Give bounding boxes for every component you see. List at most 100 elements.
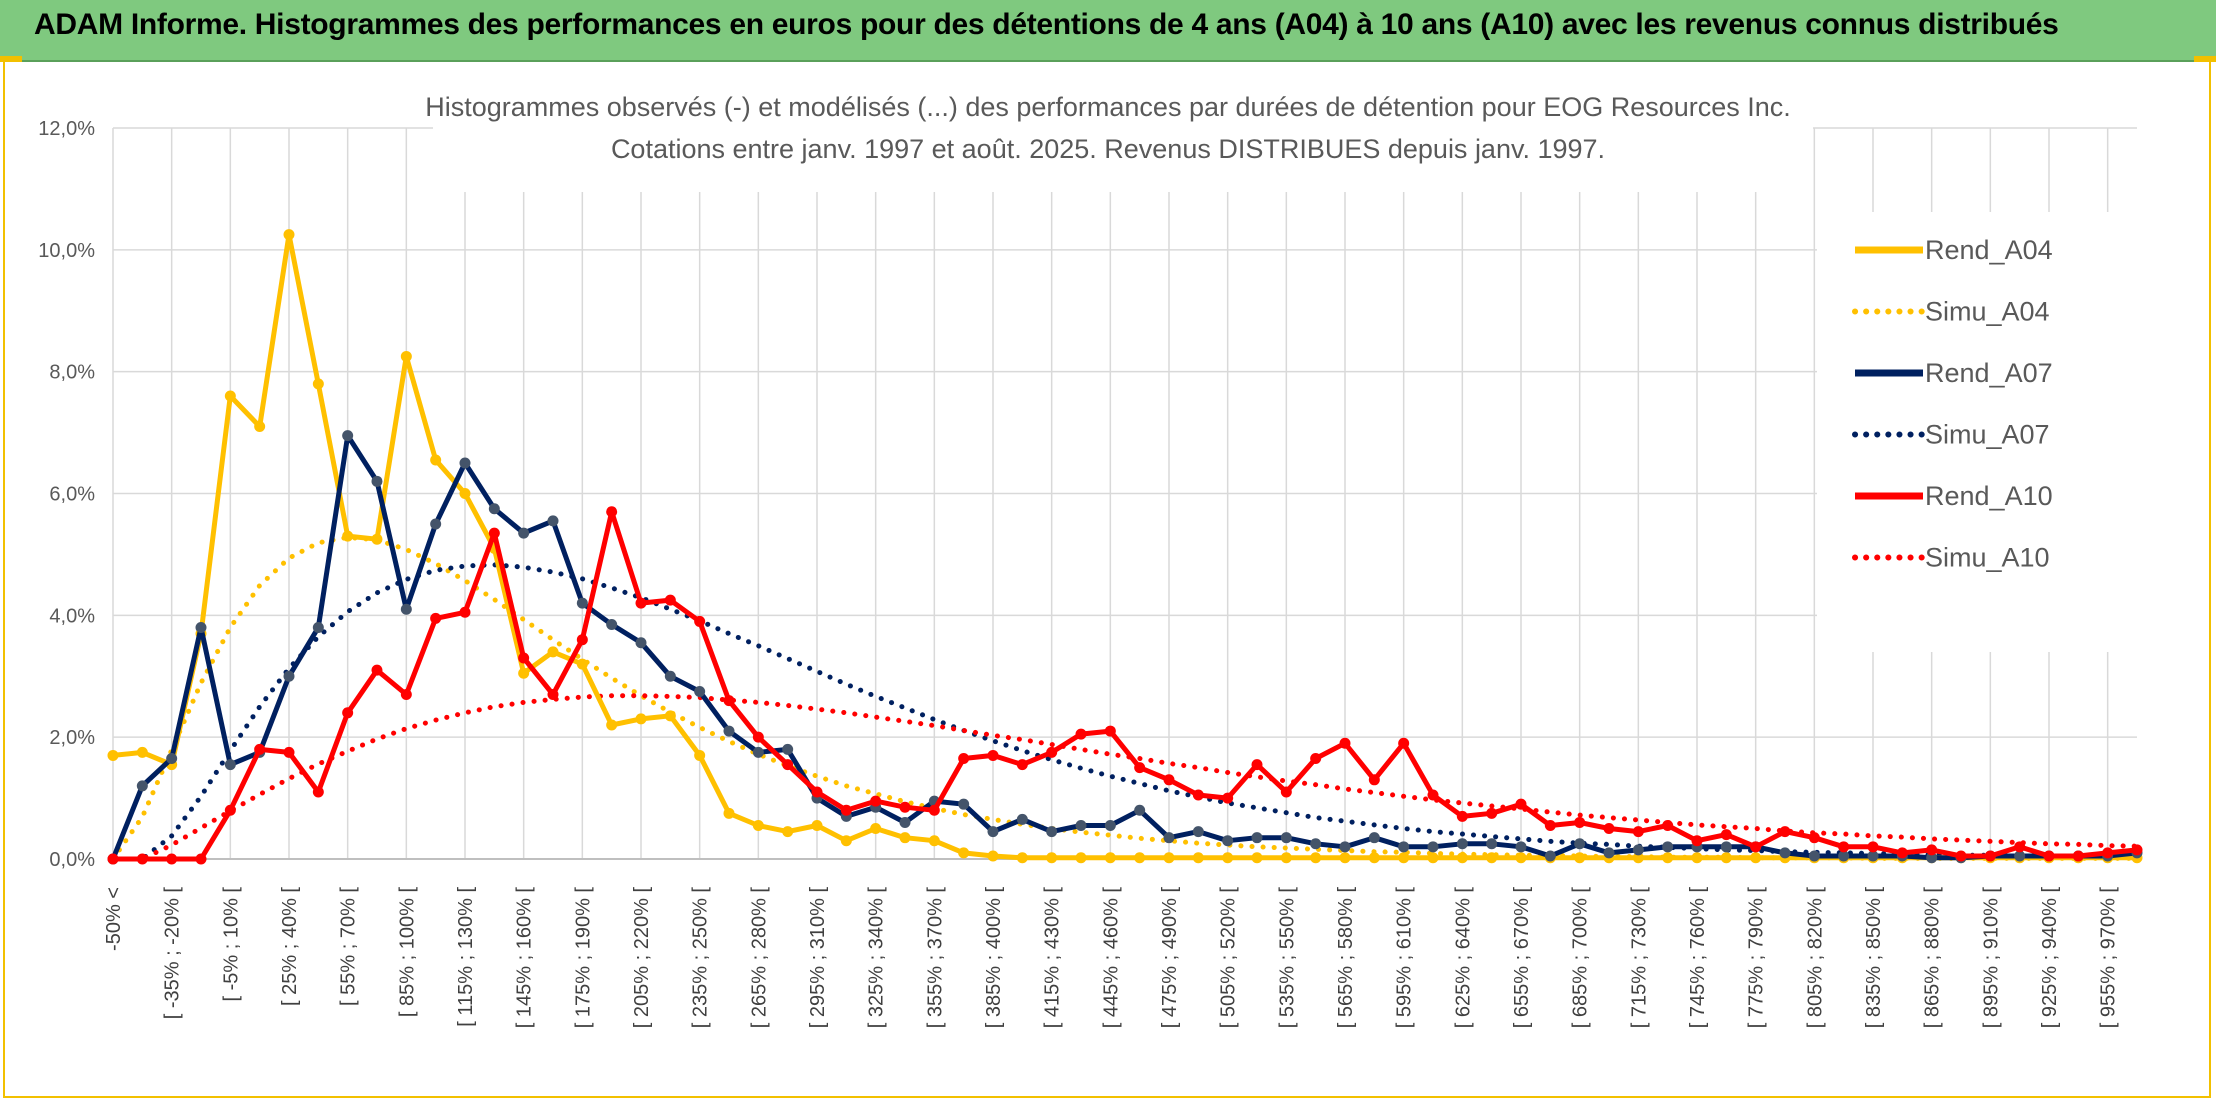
data-point (1222, 792, 1234, 804)
data-point (1310, 838, 1322, 850)
data-point (899, 801, 911, 813)
chart-title: Histogrammes observés (-) et modélisés (… (425, 92, 1791, 122)
data-point (1163, 852, 1175, 864)
data-point (107, 749, 119, 761)
data-point (195, 853, 207, 865)
data-point (1691, 835, 1703, 847)
data-point (1544, 850, 1556, 862)
data-point (1280, 852, 1292, 864)
y-tick-label: 6,0% (49, 484, 95, 506)
x-tick-label: [ 535% ; 550% [ (1276, 887, 1298, 1029)
legend-label-rend-a10: Rend_A10 (1925, 481, 2053, 511)
data-point (1016, 759, 1028, 771)
data-point (782, 826, 794, 838)
data-point (1310, 752, 1322, 764)
series-line-rend-a10 (113, 509, 2138, 862)
data-point (1163, 774, 1175, 786)
data-point (606, 719, 618, 731)
data-point (1339, 841, 1351, 853)
data-point (342, 430, 354, 442)
data-point (371, 664, 383, 676)
data-point (1192, 789, 1204, 801)
data-point (371, 533, 383, 545)
data-point (1720, 841, 1732, 853)
data-point (1134, 762, 1146, 774)
series-line-rend-a07 (110, 433, 2138, 861)
data-point (1632, 844, 1644, 856)
data-point (430, 612, 442, 624)
x-tick-label: [ 595% ; 610% [ (1394, 887, 1416, 1029)
data-point (1603, 823, 1615, 835)
data-point (1104, 819, 1116, 831)
x-tick-label: [ 25% ; 40% [ (279, 887, 301, 1006)
data-point (1398, 841, 1410, 853)
data-point (694, 615, 706, 627)
data-point (1838, 850, 1850, 862)
data-point (1691, 852, 1703, 864)
x-tick-label: [ 955% ; 970% [ (2098, 887, 2120, 1029)
data-point (1368, 852, 1380, 864)
x-tick-label: [ -5% ; 10% [ (220, 887, 242, 1002)
data-point (870, 823, 882, 835)
x-tick-label: [ 715% ; 730% [ (1628, 887, 1650, 1029)
data-point (166, 853, 178, 865)
x-tick-label: [ 655% ; 670% [ (1511, 887, 1533, 1029)
x-tick-label: [ 865% ; 880% [ (1922, 887, 1944, 1029)
x-tick-label: [ 325% ; 340% [ (866, 887, 888, 1029)
data-point (1662, 852, 1674, 864)
data-point (1574, 838, 1586, 850)
data-point (1368, 774, 1380, 786)
x-tick-label: [ -35% ; -20% [ (162, 887, 184, 1020)
data-point (606, 506, 618, 518)
data-point (1046, 746, 1058, 758)
data-point (107, 853, 119, 865)
data-point (136, 853, 148, 865)
data-point (342, 707, 354, 719)
data-point (1046, 852, 1058, 864)
legend-label-rend-a07: Rend_A07 (1925, 358, 2053, 388)
data-point (1104, 725, 1116, 737)
series-line-rend-a04 (112, 232, 2137, 861)
data-point (224, 390, 236, 402)
data-point (400, 689, 412, 701)
x-tick-label: [ 445% ; 460% [ (1100, 887, 1122, 1029)
data-point (2102, 847, 2114, 859)
data-point (1134, 852, 1146, 864)
data-point (224, 759, 236, 771)
x-tick-label: [ 355% ; 370% [ (924, 887, 946, 1029)
data-point (635, 597, 647, 609)
data-point (664, 670, 676, 682)
data-point (1955, 850, 1967, 862)
legend-label-simu-a07: Simu_A07 (1925, 420, 2050, 450)
data-point (1192, 852, 1204, 864)
data-point (1398, 852, 1410, 864)
chart-subtitle: Cotations entre janv. 1997 et août. 2025… (611, 134, 1605, 164)
data-point (1808, 850, 1820, 862)
data-point (1368, 832, 1380, 844)
y-axis: 0,0% 2,0% 4,0% 6,0% 8,0% 10,0% 12,0% (38, 118, 95, 871)
data-point (1867, 841, 1879, 853)
data-point (1456, 852, 1468, 864)
data-point (576, 634, 588, 646)
data-point (488, 503, 500, 515)
data-point (1398, 737, 1410, 749)
data-point (1632, 852, 1644, 864)
data-point (1075, 852, 1087, 864)
data-point (899, 832, 911, 844)
data-point (518, 527, 530, 539)
data-point (782, 743, 794, 755)
data-point (547, 515, 559, 527)
data-point (1104, 852, 1116, 864)
data-point (606, 618, 618, 630)
x-tick-label: [ 805% ; 820% [ (1804, 887, 1826, 1029)
data-point (1075, 819, 1087, 831)
x-tick-label: [ 505% ; 520% [ (1218, 887, 1240, 1029)
data-point (694, 749, 706, 761)
data-point (723, 695, 735, 707)
data-point (136, 746, 148, 758)
x-tick-label: [ 685% ; 700% [ (1570, 887, 1592, 1029)
legend: Rend_A04 Simu_A04 Rend_A07 Simu_A07 Rend_A10… (1852, 235, 2053, 573)
data-point (312, 378, 324, 390)
data-point (1515, 798, 1527, 810)
report-title: ADAM Informe. Histogrammes des performan… (34, 8, 2059, 41)
